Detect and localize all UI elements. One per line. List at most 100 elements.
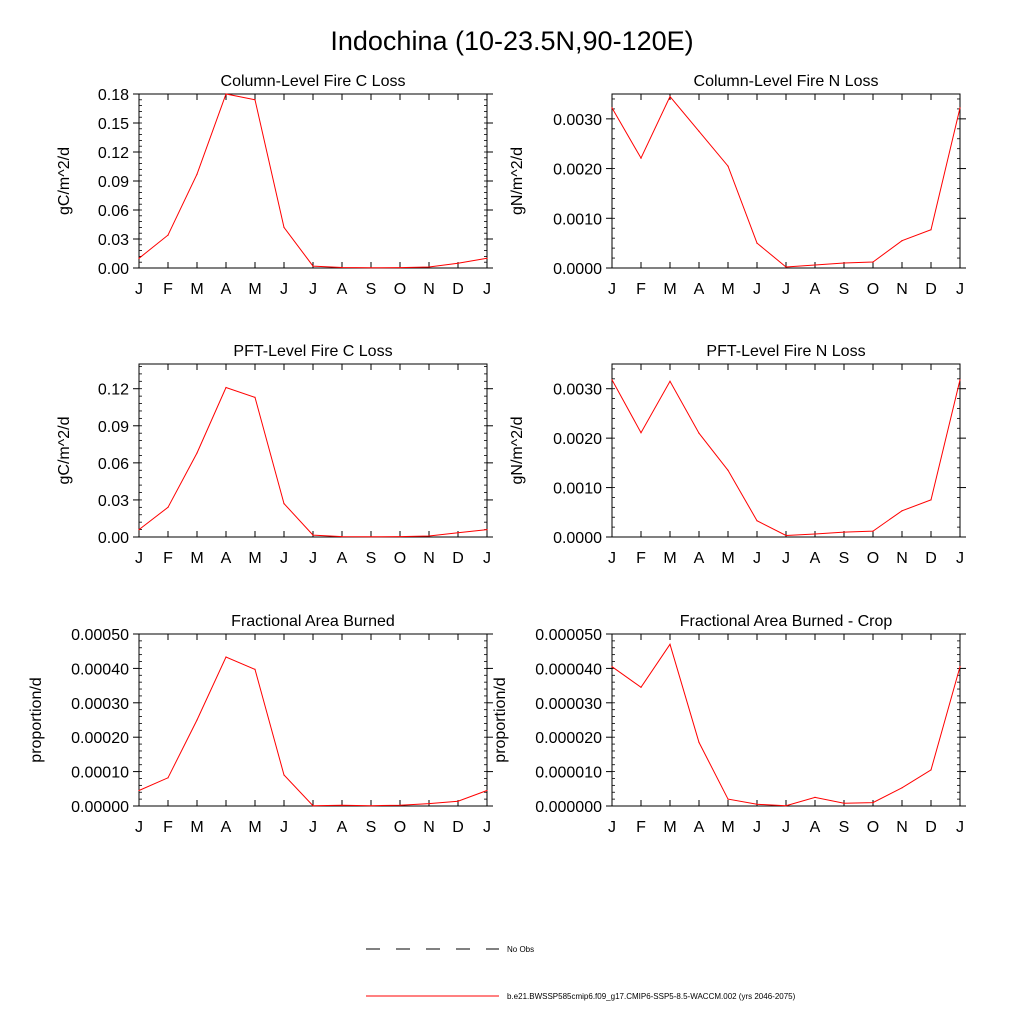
data-point [341, 536, 343, 538]
x-tick-label: J [753, 819, 761, 836]
data-point [283, 774, 285, 776]
y-tick-label: 0.0020 [553, 431, 602, 448]
x-tick-label: J [753, 550, 761, 567]
x-tick-label: J [753, 281, 761, 298]
y-axis-label: gC/m^2/d [56, 417, 73, 485]
data-point [167, 234, 169, 236]
data-point [138, 529, 140, 531]
x-tick-label: A [221, 281, 232, 298]
x-tick-label: A [694, 819, 705, 836]
series-line [611, 95, 961, 268]
x-tick-label: O [867, 550, 879, 567]
y-tick-label: 0.00020 [71, 730, 129, 747]
x-tick-label: J [309, 819, 317, 836]
x-tick-label: O [394, 819, 406, 836]
data-point [167, 777, 169, 779]
x-tick-label: J [280, 819, 288, 836]
data-point [428, 266, 430, 268]
data-point [698, 130, 700, 132]
x-tick-label: J [135, 281, 143, 298]
data-point [486, 257, 488, 259]
x-tick-label: F [163, 281, 173, 298]
x-tick-label: O [394, 550, 406, 567]
x-tick-label: O [867, 281, 879, 298]
x-tick-label: A [810, 281, 821, 298]
chart-title: Column-Level Fire C Loss [221, 73, 406, 90]
series-line [611, 379, 961, 537]
y-tick-label: 0.12 [98, 382, 129, 399]
x-tick-label: O [394, 281, 406, 298]
x-tick-label: N [423, 819, 435, 836]
y-tick-label: 0.09 [98, 174, 129, 191]
data-point [283, 226, 285, 228]
x-tick-label: J [608, 281, 616, 298]
x-tick-label: J [782, 281, 790, 298]
data-point [843, 531, 845, 533]
series-line [611, 643, 961, 807]
data-point [254, 396, 256, 398]
x-tick-label: J [782, 550, 790, 567]
chart-title: PFT-Level Fire N Loss [706, 343, 865, 360]
y-tick-label: 0.00000 [71, 799, 129, 816]
x-tick-label: S [366, 550, 377, 567]
data-point [312, 805, 314, 807]
data-point [370, 536, 372, 538]
y-tick-label: 0.03 [98, 232, 129, 249]
y-axis-label: gN/m^2/d [509, 417, 526, 485]
legend-label-no-obs: No Obs [507, 945, 534, 954]
data-point [611, 107, 613, 109]
x-tick-label: M [721, 281, 734, 298]
x-tick-label: S [839, 550, 850, 567]
x-tick-label: N [896, 550, 908, 567]
x-tick-label: A [694, 281, 705, 298]
x-tick-label: J [135, 819, 143, 836]
data-point [225, 93, 227, 95]
chart-title: Fractional Area Burned [231, 613, 395, 630]
y-tick-label: 0.06 [98, 203, 129, 220]
x-tick-label: J [483, 819, 491, 836]
x-tick-label: A [221, 550, 232, 567]
chart-title: Fractional Area Burned - Crop [680, 613, 893, 630]
y-tick-label: 0.06 [98, 456, 129, 473]
y-tick-label: 0.000020 [535, 730, 602, 747]
data-point [901, 787, 903, 789]
y-axis-label: proportion/d [492, 677, 509, 762]
data-point [196, 173, 198, 175]
data-point [196, 719, 198, 721]
data-point [843, 262, 845, 264]
x-tick-label: J [309, 550, 317, 567]
x-tick-label: D [925, 550, 937, 567]
data-point [167, 506, 169, 508]
series-line [138, 656, 488, 807]
data-point [872, 261, 874, 263]
data-point [312, 265, 314, 267]
plot-frame [611, 363, 961, 538]
x-tick-label: M [721, 819, 734, 836]
x-tick-label: J [483, 281, 491, 298]
data-point [698, 432, 700, 434]
data-point [640, 686, 642, 688]
x-tick-label: N [423, 550, 435, 567]
x-tick-label: M [248, 281, 261, 298]
x-tick-label: J [483, 550, 491, 567]
plot-frame [138, 633, 488, 807]
x-tick-label: A [337, 281, 348, 298]
data-point [669, 643, 671, 645]
x-tick-label: F [636, 819, 646, 836]
x-tick-label: S [366, 819, 377, 836]
y-tick-label: 0.0010 [553, 481, 602, 498]
x-tick-label: J [608, 550, 616, 567]
x-tick-label: J [956, 281, 964, 298]
data-point [727, 798, 729, 800]
data-point [428, 535, 430, 537]
x-tick-label: J [608, 819, 616, 836]
x-tick-label: J [135, 550, 143, 567]
data-point [611, 379, 613, 381]
data-point [254, 668, 256, 671]
y-tick-label: 0.18 [98, 87, 129, 104]
x-tick-label: N [896, 819, 908, 836]
